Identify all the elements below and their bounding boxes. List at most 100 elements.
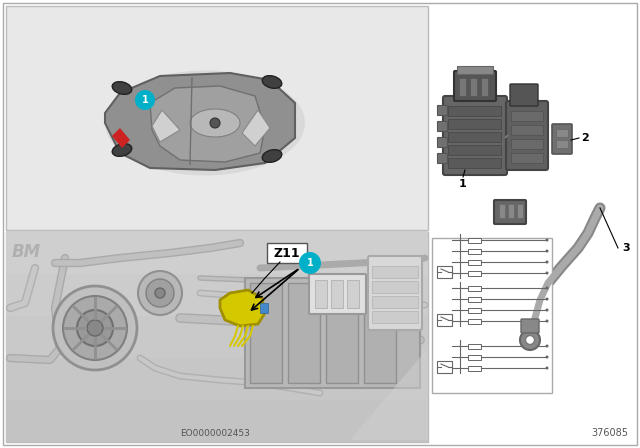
Circle shape xyxy=(545,366,548,370)
Bar xyxy=(448,145,501,155)
Circle shape xyxy=(210,118,220,128)
Bar xyxy=(437,314,452,326)
FancyBboxPatch shape xyxy=(494,200,526,224)
Bar xyxy=(448,158,501,168)
Circle shape xyxy=(545,297,548,301)
Circle shape xyxy=(545,356,548,358)
Polygon shape xyxy=(242,110,270,146)
Bar xyxy=(448,132,501,142)
Text: Z11: Z11 xyxy=(274,246,300,259)
Bar xyxy=(331,280,343,308)
Bar xyxy=(6,273,428,316)
Circle shape xyxy=(299,252,321,274)
Bar xyxy=(437,361,452,373)
Circle shape xyxy=(520,330,540,350)
Circle shape xyxy=(545,271,548,275)
Bar xyxy=(448,119,501,129)
Text: 376085: 376085 xyxy=(591,428,628,438)
Polygon shape xyxy=(152,110,180,142)
Text: 2: 2 xyxy=(581,133,589,143)
Circle shape xyxy=(135,90,155,110)
Bar xyxy=(372,266,418,278)
Bar xyxy=(437,105,447,115)
Circle shape xyxy=(87,320,103,336)
Circle shape xyxy=(146,279,174,307)
Bar xyxy=(437,153,447,163)
Bar xyxy=(250,283,282,383)
Bar xyxy=(430,6,634,442)
Circle shape xyxy=(63,296,127,360)
Bar xyxy=(6,231,428,274)
Bar xyxy=(556,140,568,148)
Circle shape xyxy=(545,287,548,289)
Circle shape xyxy=(138,271,182,315)
Bar xyxy=(437,121,447,131)
Circle shape xyxy=(545,319,548,323)
Polygon shape xyxy=(150,86,265,162)
Circle shape xyxy=(545,250,548,253)
Bar xyxy=(6,315,428,358)
Bar xyxy=(468,259,481,264)
Bar xyxy=(511,153,543,163)
Circle shape xyxy=(155,288,165,298)
Bar xyxy=(470,78,477,96)
Bar xyxy=(468,271,481,276)
Bar xyxy=(511,139,543,149)
Bar xyxy=(468,344,481,349)
Bar xyxy=(372,311,418,323)
FancyBboxPatch shape xyxy=(510,84,538,106)
Circle shape xyxy=(77,310,113,346)
Bar xyxy=(245,278,420,388)
Bar xyxy=(457,66,493,74)
Text: EO0000002453: EO0000002453 xyxy=(180,429,250,438)
Text: BM: BM xyxy=(12,243,41,261)
Bar xyxy=(468,237,481,242)
Bar xyxy=(499,204,505,218)
Text: 1: 1 xyxy=(307,258,314,268)
FancyBboxPatch shape xyxy=(309,274,366,314)
Bar xyxy=(468,307,481,313)
Bar xyxy=(6,6,428,230)
Ellipse shape xyxy=(105,70,305,176)
FancyBboxPatch shape xyxy=(443,96,507,175)
Bar xyxy=(508,204,514,218)
Text: 1: 1 xyxy=(459,179,467,189)
FancyBboxPatch shape xyxy=(552,124,572,154)
Bar xyxy=(432,238,552,393)
Bar xyxy=(556,129,568,137)
Bar xyxy=(372,281,418,293)
Bar xyxy=(468,354,481,359)
Bar xyxy=(511,111,543,121)
Bar xyxy=(511,125,543,135)
Bar xyxy=(468,297,481,302)
Text: 3: 3 xyxy=(622,243,630,253)
Bar xyxy=(517,204,523,218)
Bar xyxy=(260,303,268,313)
Polygon shape xyxy=(112,128,130,148)
Circle shape xyxy=(53,286,137,370)
Bar xyxy=(6,357,428,400)
Ellipse shape xyxy=(262,150,282,162)
Bar xyxy=(468,285,481,290)
FancyBboxPatch shape xyxy=(267,243,307,263)
Bar xyxy=(468,249,481,254)
FancyBboxPatch shape xyxy=(368,256,422,330)
Bar xyxy=(459,78,466,96)
Circle shape xyxy=(525,336,534,345)
Bar xyxy=(6,399,428,442)
Bar xyxy=(437,266,452,278)
Bar xyxy=(468,319,481,323)
Ellipse shape xyxy=(112,82,132,95)
Bar xyxy=(364,283,396,383)
Ellipse shape xyxy=(262,76,282,88)
Circle shape xyxy=(545,345,548,348)
Bar xyxy=(315,280,327,308)
Ellipse shape xyxy=(190,109,240,137)
Bar xyxy=(326,283,358,383)
Text: 1: 1 xyxy=(141,95,148,105)
FancyBboxPatch shape xyxy=(454,71,496,101)
Bar xyxy=(372,296,418,308)
Circle shape xyxy=(545,309,548,311)
Polygon shape xyxy=(350,348,428,440)
FancyBboxPatch shape xyxy=(521,319,539,333)
